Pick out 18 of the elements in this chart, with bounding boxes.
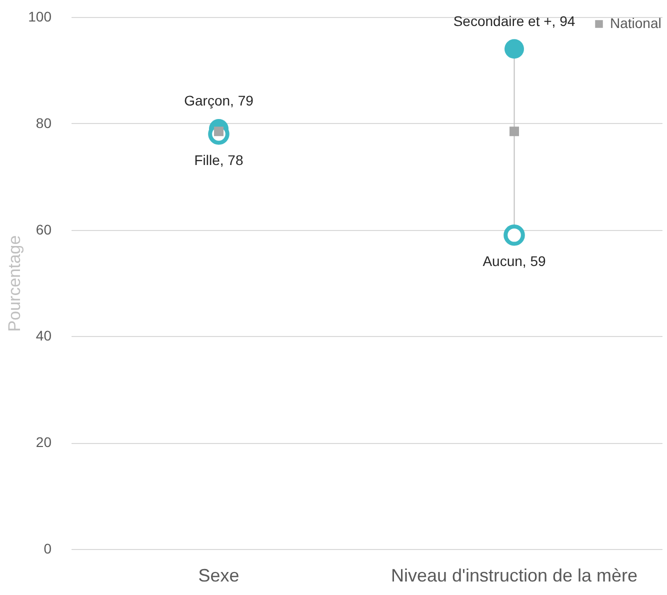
point	[504, 39, 524, 59]
data-label: Fille, 78	[194, 152, 244, 168]
data-label: Garçon, 79	[184, 92, 254, 109]
y-tick-label: 0	[44, 540, 52, 556]
point	[504, 224, 525, 246]
point	[214, 126, 224, 136]
y-axis-title: Pourcentage	[5, 235, 24, 332]
y-tick-label: 20	[36, 434, 52, 450]
data-label: Secondaire et +, 94	[453, 12, 576, 29]
data-label: Aucun, 59	[482, 253, 546, 270]
point	[510, 126, 519, 136]
legend-label: National	[610, 15, 662, 31]
y-tick-label: 40	[36, 328, 52, 344]
x-tick-label: Niveau d'instruction de la mère	[390, 566, 638, 586]
y-tick-label: 80	[36, 114, 52, 131]
y-tick-label: 100	[28, 8, 52, 24]
x-tick-label: Sexe	[198, 566, 240, 586]
y-tick-label: 60	[36, 221, 52, 238]
